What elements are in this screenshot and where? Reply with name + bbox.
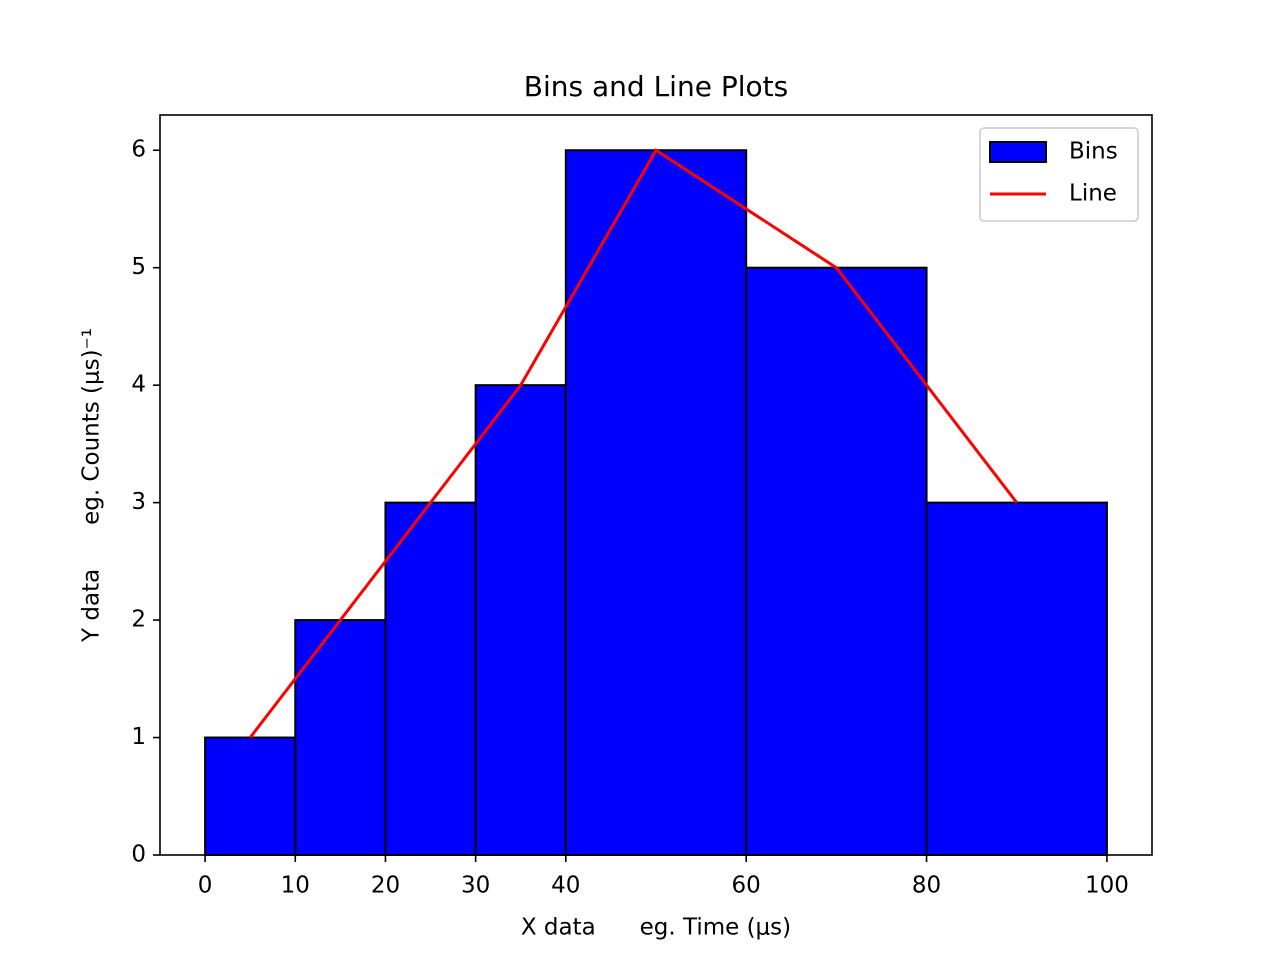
bar	[204, 736, 297, 856]
x-axis-label: X data eg. Time (μs)	[521, 915, 791, 941]
y-tick-label: 5	[131, 254, 146, 280]
x-tick-label: 100	[1085, 873, 1129, 899]
y-tick-label: 1	[131, 724, 146, 750]
x-tick-label: 0	[198, 873, 213, 899]
legend-swatch	[989, 141, 1047, 163]
chart-title: Bins and Line Plots	[524, 70, 788, 103]
x-tick-label: 40	[551, 873, 580, 899]
bar	[474, 384, 567, 856]
bar	[294, 619, 387, 856]
y-tick-label: 6	[131, 137, 146, 163]
x-tick-label: 60	[732, 873, 761, 899]
legend-label: Line	[1069, 181, 1117, 207]
bar	[745, 266, 928, 856]
y-tick-label: 3	[131, 489, 146, 515]
bar	[564, 149, 748, 856]
y-tick-label: 0	[131, 842, 146, 868]
y-tick-label: 2	[131, 607, 146, 633]
legend-label: Bins	[1069, 139, 1118, 165]
line	[248, 148, 1018, 739]
x-tick-label: 20	[371, 873, 400, 899]
x-tick-label: 80	[912, 873, 941, 899]
x-tick-label: 10	[281, 873, 310, 899]
bar	[925, 501, 1108, 856]
y-axis-label: Y data eg. Counts (μs)⁻¹	[79, 328, 105, 643]
y-tick-label: 4	[131, 372, 146, 398]
x-tick-label: 30	[461, 873, 490, 899]
bar	[384, 501, 477, 856]
plot-frame	[159, 114, 1153, 856]
